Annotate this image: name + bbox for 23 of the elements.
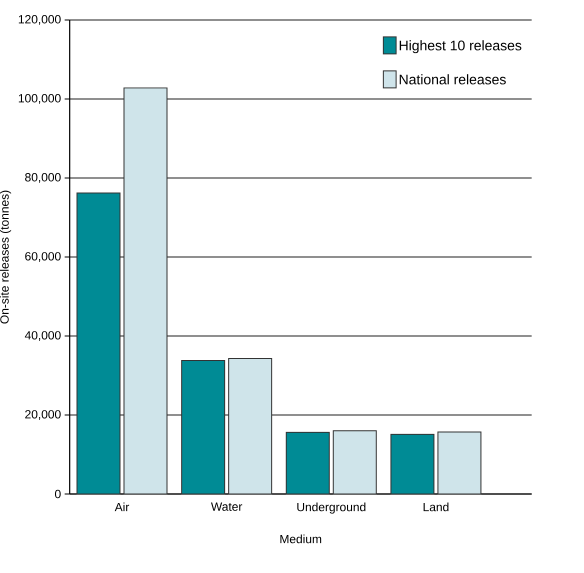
y-tick-label: 0 (54, 490, 61, 498)
y-tick-label: 40,000 (24, 331, 61, 341)
y-tick-label: 100,000 (18, 94, 61, 104)
legend-label: Highest 10 releases (400, 40, 522, 54)
x-tick-label: Water (210, 502, 242, 511)
y-tick-label: 60,000 (25, 252, 61, 262)
bar (76, 192, 120, 494)
y-tick-label: 120,000 (18, 15, 61, 25)
bar (181, 360, 226, 494)
bar (390, 434, 434, 494)
x-tick-label: Underground (297, 502, 366, 514)
y-tick-label: 20,000 (25, 410, 61, 420)
bar (228, 358, 272, 494)
bar (332, 430, 377, 494)
bar (124, 87, 168, 494)
y-axis-title: On-site releases (tonnes) (0, 190, 12, 324)
y-tick-label: 80,000 (25, 173, 61, 183)
x-tick-label: Air (114, 502, 130, 512)
x-tick-label: Land (424, 502, 448, 512)
x-axis-title: Medium (280, 534, 322, 544)
bar (437, 431, 482, 494)
legend-label: National releases (400, 74, 506, 84)
bar (286, 432, 330, 494)
